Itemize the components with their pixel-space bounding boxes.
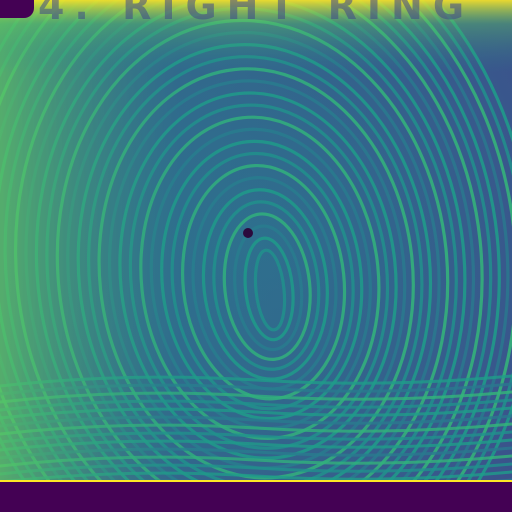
fingerprint-ridge-area: 4. RIGHT RING xyxy=(0,0,512,482)
core-point-marker xyxy=(243,228,253,238)
finger-label: 4. RIGHT RING xyxy=(37,0,475,28)
corner-mark xyxy=(0,0,34,18)
fingerprint-ridges xyxy=(0,0,512,482)
bottom-band xyxy=(0,480,512,512)
